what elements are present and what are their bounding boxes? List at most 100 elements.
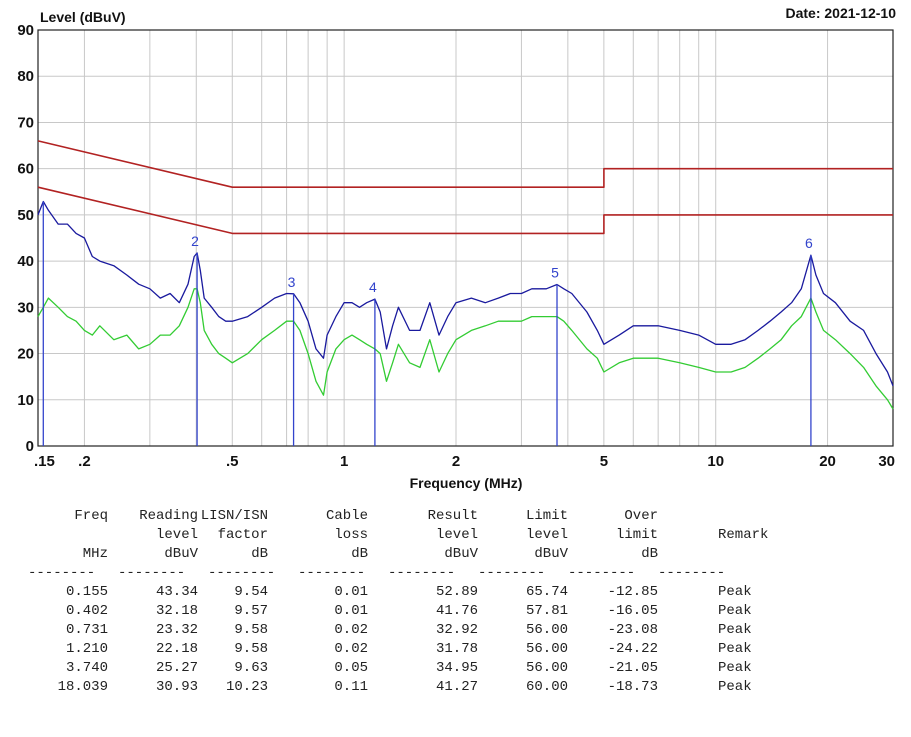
table-cell: -21.05 — [607, 660, 658, 676]
table-row: 0.402 32.18 9.57 0.01 41.76 57.81 -16.05 Peak — [28, 603, 911, 622]
table-cell: dBuV — [444, 546, 478, 562]
table-cell: 9.58 — [234, 641, 268, 657]
x-tick-label: 20 — [819, 453, 836, 470]
marker-label-5: 5 — [551, 264, 559, 280]
table-cell: Limit — [525, 508, 568, 524]
y-tick-label: 40 — [17, 253, 34, 270]
table-row: 0.731 23.32 9.58 0.02 32.92 56.00 -23.08 Peak — [28, 622, 911, 641]
table-cell: 41.76 — [435, 603, 478, 619]
marker-label-3: 3 — [288, 274, 296, 290]
table-cell: Peak — [718, 641, 752, 657]
table-cell: 25.27 — [155, 660, 198, 676]
table-cell: level — [435, 527, 478, 543]
x-tick-label: 1 — [340, 453, 348, 470]
table-cell: 0.02 — [334, 622, 368, 638]
table-cell: 60.00 — [525, 679, 568, 695]
table-divider: -------- -------- -------- -------- --------… — [28, 565, 911, 584]
table-cell: 41.27 — [435, 679, 478, 695]
chart-series — [37, 140, 894, 410]
y-axis-label: Level (dBuV) — [40, 9, 126, 25]
marker-label-6: 6 — [805, 235, 813, 251]
table-cell: level — [155, 527, 198, 543]
table-cell: Freq — [74, 508, 108, 524]
table-cell: 0.01 — [334, 584, 368, 600]
table-cell: -12.85 — [607, 584, 658, 600]
table-cell: Cable — [325, 508, 368, 524]
table-cell: 23.32 — [155, 622, 198, 638]
y-tick-label: 10 — [17, 392, 34, 409]
table-cell: 32.18 — [155, 603, 198, 619]
chart-markers: 2 3 4 5 6 — [42, 201, 813, 446]
table-cell: 9.57 — [234, 603, 268, 619]
table-header-row: Freq Reading LISN/ISN Cable Result Limit Over — [28, 508, 911, 527]
table-cell: Result — [427, 508, 478, 524]
table-cell: 56.00 — [525, 660, 568, 676]
table-header-row: MHz dBuV dB dB dBuV dBuV dB — [28, 546, 911, 565]
table-cell: Peak — [718, 660, 752, 676]
results-table: Freq Reading LISN/ISN Cable Result Limit Over l… — [28, 508, 911, 698]
table-cell: dB — [351, 546, 368, 562]
x-tick-label: 5 — [600, 453, 608, 470]
table-cell: 0.11 — [334, 679, 368, 695]
series-avg_limit — [37, 186, 893, 235]
table-cell: dB — [251, 546, 268, 562]
table-row: 1.210 22.18 9.58 0.02 31.78 56.00 -24.22 Peak — [28, 641, 911, 660]
emission-chart: 2 3 4 5 6 0 10 20 30 40 50 60 70 80 90 .15 .2 .5 1 2 5 10 20 3… — [17, 5, 896, 491]
table-cell: 9.54 — [234, 584, 268, 600]
table-row: 18.039 30.93 10.23 0.11 41.27 60.00 -18.73 Peak — [28, 679, 911, 698]
table-cell: 0.05 — [334, 660, 368, 676]
table-cell: Remark — [718, 527, 769, 543]
x-tick-label: .2 — [78, 453, 91, 470]
table-cell: 0.01 — [334, 603, 368, 619]
table-cell: dB — [641, 546, 658, 562]
table-cell: -18.73 — [607, 679, 658, 695]
table-cell: MHz — [82, 546, 108, 562]
table-cell: 56.00 — [525, 641, 568, 657]
table-cell: 32.92 — [435, 622, 478, 638]
table-cell: -23.08 — [607, 622, 658, 638]
table-cell: -24.22 — [607, 641, 658, 657]
table-cell: 30.93 — [155, 679, 198, 695]
table-cell: 65.74 — [525, 584, 568, 600]
y-tick-label: 50 — [17, 207, 34, 224]
x-tick-label: 30 — [878, 453, 895, 470]
x-tick-label: .15 — [34, 453, 55, 470]
table-cell: 43.34 — [155, 584, 198, 600]
series-qp_limit — [37, 140, 893, 188]
table-cell: 56.00 — [525, 622, 568, 638]
table-cell: 10.23 — [225, 679, 268, 695]
table-cell: 0.155 — [65, 584, 108, 600]
date-label: Date: 2021-12-10 — [785, 5, 896, 21]
chart-grid — [38, 29, 893, 447]
table-cell: loss — [334, 527, 368, 543]
table-cell: dBuV — [164, 546, 198, 562]
table-cell: 18.039 — [57, 679, 108, 695]
x-tick-label: .5 — [226, 453, 239, 470]
table-cell: -------- — [298, 565, 366, 581]
x-axis-label: Frequency (MHz) — [410, 475, 523, 491]
x-tick-label: 10 — [707, 453, 724, 470]
table-cell: 9.63 — [234, 660, 268, 676]
table-cell: 1.210 — [65, 641, 108, 657]
table-row: 3.740 25.27 9.63 0.05 34.95 56.00 -21.05 Peak — [28, 660, 911, 679]
table-cell: factor — [217, 527, 268, 543]
table-cell: 31.78 — [435, 641, 478, 657]
y-tick-label: 90 — [17, 22, 34, 39]
table-cell: 0.731 — [65, 622, 108, 638]
table-cell: LISN/ISN — [200, 508, 268, 524]
table-cell: 34.95 — [435, 660, 478, 676]
y-tick-label: 30 — [17, 299, 34, 316]
table-cell: -------- — [118, 565, 186, 581]
chart-tick-labels: 0 10 20 30 40 50 60 70 80 90 .15 .2 .5 1 2 5 10 20 30 — [17, 22, 895, 470]
table-cell: -------- — [28, 565, 96, 581]
table-cell: 0.402 — [65, 603, 108, 619]
table-cell: Over — [624, 508, 658, 524]
table-cell: -------- — [568, 565, 636, 581]
table-row: 0.155 43.34 9.54 0.01 52.89 65.74 -12.85 Peak — [28, 584, 911, 603]
table-cell: Peak — [718, 622, 752, 638]
table-cell: Peak — [718, 584, 752, 600]
table-cell: Peak — [718, 679, 752, 695]
table-cell: -------- — [658, 565, 726, 581]
marker-label-4: 4 — [369, 279, 377, 295]
x-tick-label: 2 — [452, 453, 460, 470]
